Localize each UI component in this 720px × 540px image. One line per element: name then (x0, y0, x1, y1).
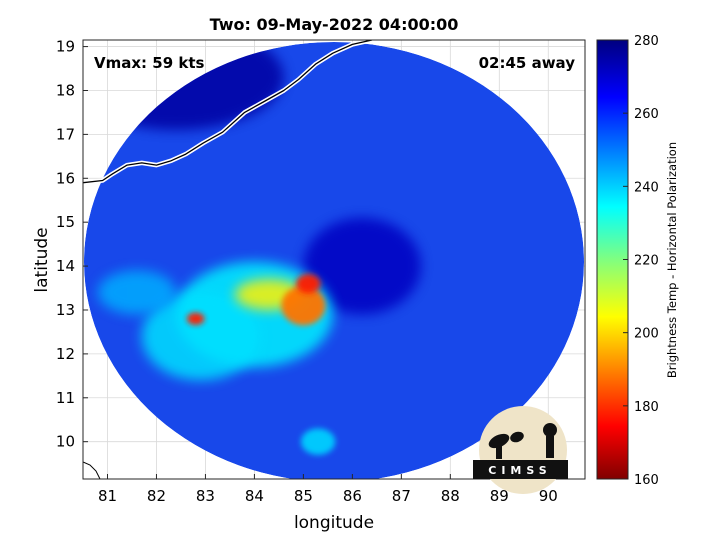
brightness-temp-swath (84, 42, 584, 479)
colorbar-tick-label: 260 (634, 107, 659, 122)
x-tick-label: 87 (392, 487, 411, 505)
temperature-region (300, 428, 336, 455)
temperature-region (186, 312, 205, 325)
water-tower-icon (543, 423, 557, 437)
colorbar-ticks: 280 260 240 220 200 180 160 (623, 34, 659, 488)
colorbar-label: Brightness Temp - Horizontal Polarizatio… (665, 142, 679, 378)
x-axis-label: longitude (294, 513, 374, 533)
x-tick-label: 81 (98, 487, 117, 505)
chart-title: Two: 09-May-2022 04:00:00 (210, 15, 459, 34)
colorbar-tick-label: 220 (634, 254, 659, 269)
x-tick-label: 83 (196, 487, 215, 505)
x-tick-label: 82 (147, 487, 166, 505)
y-axis-ticks: 10 11 12 13 14 15 16 17 18 19 (56, 38, 88, 451)
colorbar (596, 39, 629, 480)
y-tick-label: 12 (56, 345, 75, 363)
y-tick-label: 16 (56, 169, 75, 187)
y-axis-label: latitude (32, 227, 52, 292)
logo-text: CIMSS (488, 464, 551, 477)
tower-legs (546, 436, 554, 458)
temperature-region (141, 292, 260, 381)
colorbar-tick-label: 280 (634, 34, 659, 49)
colorbar-tick-label: 160 (634, 473, 659, 488)
x-axis-ticks: 81 82 83 84 85 86 87 88 89 90 (98, 474, 558, 505)
x-tick-label: 85 (294, 487, 313, 505)
y-tick-label: 11 (56, 389, 75, 407)
x-tick-label: 89 (490, 487, 509, 505)
temperature-region (97, 270, 177, 315)
y-tick-label: 17 (56, 125, 75, 143)
temperature-region (296, 273, 321, 294)
temperature-region (303, 217, 421, 315)
x-tick-label: 90 (539, 487, 558, 505)
coastline (83, 40, 373, 184)
colorbar-tick-label: 180 (634, 400, 659, 415)
colorbar-tick-label: 200 (634, 327, 659, 342)
x-tick-label: 86 (343, 487, 362, 505)
coastline-southwest (83, 461, 101, 479)
plot-frame (82, 39, 586, 480)
logo-band (473, 460, 568, 479)
time-away-annotation: 02:45 away (479, 54, 576, 72)
x-tick-label: 84 (245, 487, 264, 505)
y-tick-label: 14 (56, 257, 75, 275)
y-tick-label: 15 (56, 213, 75, 231)
y-tick-label: 19 (56, 38, 75, 56)
y-tick-label: 18 (56, 81, 75, 99)
y-tick-label: 10 (56, 433, 75, 451)
cimss-logo: CIMSS (473, 406, 568, 494)
temperature-region (281, 285, 326, 326)
colorbar-tick-label: 240 (634, 180, 659, 195)
dish-stand (496, 445, 502, 459)
satellite-dish-icon (488, 433, 510, 449)
y-tick-label: 13 (56, 301, 75, 319)
x-tick-label: 88 (441, 487, 460, 505)
vmax-annotation: Vmax: 59 kts (94, 54, 204, 72)
satellite-dish-icon (510, 431, 524, 443)
